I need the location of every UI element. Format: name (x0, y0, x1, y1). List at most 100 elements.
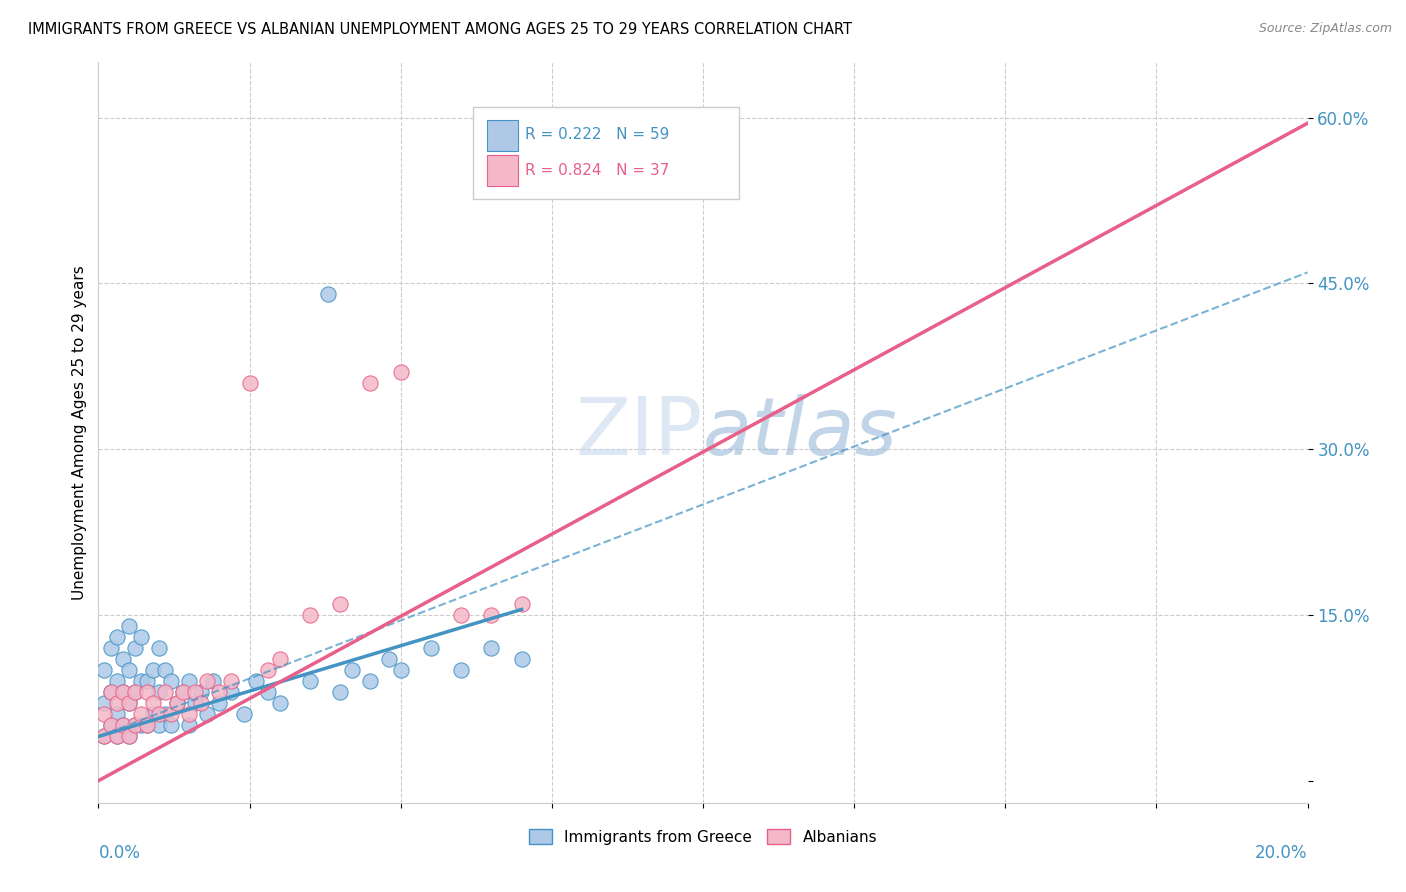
Point (124, 718, 146, 732)
Point (100, 641, 122, 656)
Text: 20.0%: 20.0% (1256, 844, 1308, 862)
Text: Source: ZipAtlas.com: Source: ZipAtlas.com (1258, 22, 1392, 36)
Text: R = 0.222   N = 59: R = 0.222 N = 59 (526, 128, 669, 143)
Text: 0.0%: 0.0% (98, 844, 141, 862)
Point (377, 652, 399, 666)
Point (124, 641, 146, 656)
Point (93, 730, 115, 744)
Point (256, 685, 278, 699)
Point (93, 697, 115, 711)
Point (93, 663, 115, 677)
Point (160, 718, 183, 732)
Point (111, 685, 134, 699)
Point (179, 718, 201, 732)
Point (135, 674, 157, 689)
Point (135, 685, 157, 699)
Point (184, 697, 207, 711)
Y-axis label: Unemployment Among Ages 25 to 29 years: Unemployment Among Ages 25 to 29 years (72, 265, 87, 600)
Point (195, 707, 218, 722)
Point (420, 641, 443, 656)
Point (135, 718, 157, 732)
Point (450, 663, 472, 677)
Point (148, 707, 170, 722)
Point (142, 707, 165, 722)
Point (153, 685, 176, 699)
Point (129, 630, 152, 644)
Point (105, 730, 128, 744)
Point (93, 730, 115, 744)
Point (105, 674, 128, 689)
Point (179, 674, 201, 689)
Point (124, 718, 146, 732)
Point (389, 663, 412, 677)
Point (329, 597, 352, 611)
Point (510, 652, 533, 666)
Point (329, 685, 352, 699)
Point (100, 718, 122, 732)
Point (179, 707, 201, 722)
Point (239, 376, 262, 390)
Point (105, 697, 128, 711)
FancyBboxPatch shape (474, 107, 740, 200)
Point (105, 730, 128, 744)
Point (316, 287, 339, 301)
Point (510, 597, 533, 611)
Point (142, 697, 165, 711)
Point (245, 674, 267, 689)
Point (129, 707, 152, 722)
Point (342, 663, 364, 677)
Point (135, 718, 157, 732)
Point (153, 707, 176, 722)
Point (105, 630, 128, 644)
Point (166, 697, 188, 711)
Point (172, 685, 194, 699)
Point (481, 641, 503, 656)
Point (100, 685, 122, 699)
Legend: Immigrants from Greece, Albanians: Immigrants from Greece, Albanians (523, 822, 883, 851)
Point (118, 619, 141, 633)
Point (299, 607, 322, 622)
Point (184, 685, 207, 699)
Point (148, 685, 170, 699)
Point (153, 663, 176, 677)
Point (118, 663, 141, 677)
Point (124, 685, 146, 699)
Point (389, 365, 412, 379)
FancyBboxPatch shape (486, 120, 517, 152)
Point (360, 376, 382, 390)
Point (118, 697, 141, 711)
Point (221, 674, 243, 689)
Point (142, 663, 165, 677)
Point (269, 697, 291, 711)
Point (481, 607, 503, 622)
Point (450, 607, 472, 622)
Point (111, 652, 134, 666)
Point (100, 685, 122, 699)
Point (190, 697, 212, 711)
Point (118, 730, 141, 744)
Point (208, 685, 231, 699)
Text: R = 0.824   N = 37: R = 0.824 N = 37 (526, 163, 669, 178)
Point (221, 685, 243, 699)
Point (190, 685, 212, 699)
Point (118, 730, 141, 744)
Text: ZIP: ZIP (575, 393, 703, 472)
Point (360, 674, 382, 689)
Point (172, 685, 194, 699)
Point (148, 641, 170, 656)
Point (160, 674, 183, 689)
Point (124, 685, 146, 699)
Text: atlas: atlas (703, 393, 898, 472)
Point (208, 697, 231, 711)
Point (256, 663, 278, 677)
Point (129, 718, 152, 732)
Point (269, 652, 291, 666)
Point (118, 697, 141, 711)
Point (195, 674, 218, 689)
Point (129, 674, 152, 689)
Point (111, 718, 134, 732)
Point (100, 718, 122, 732)
Point (105, 707, 128, 722)
Point (160, 707, 183, 722)
Point (148, 718, 170, 732)
